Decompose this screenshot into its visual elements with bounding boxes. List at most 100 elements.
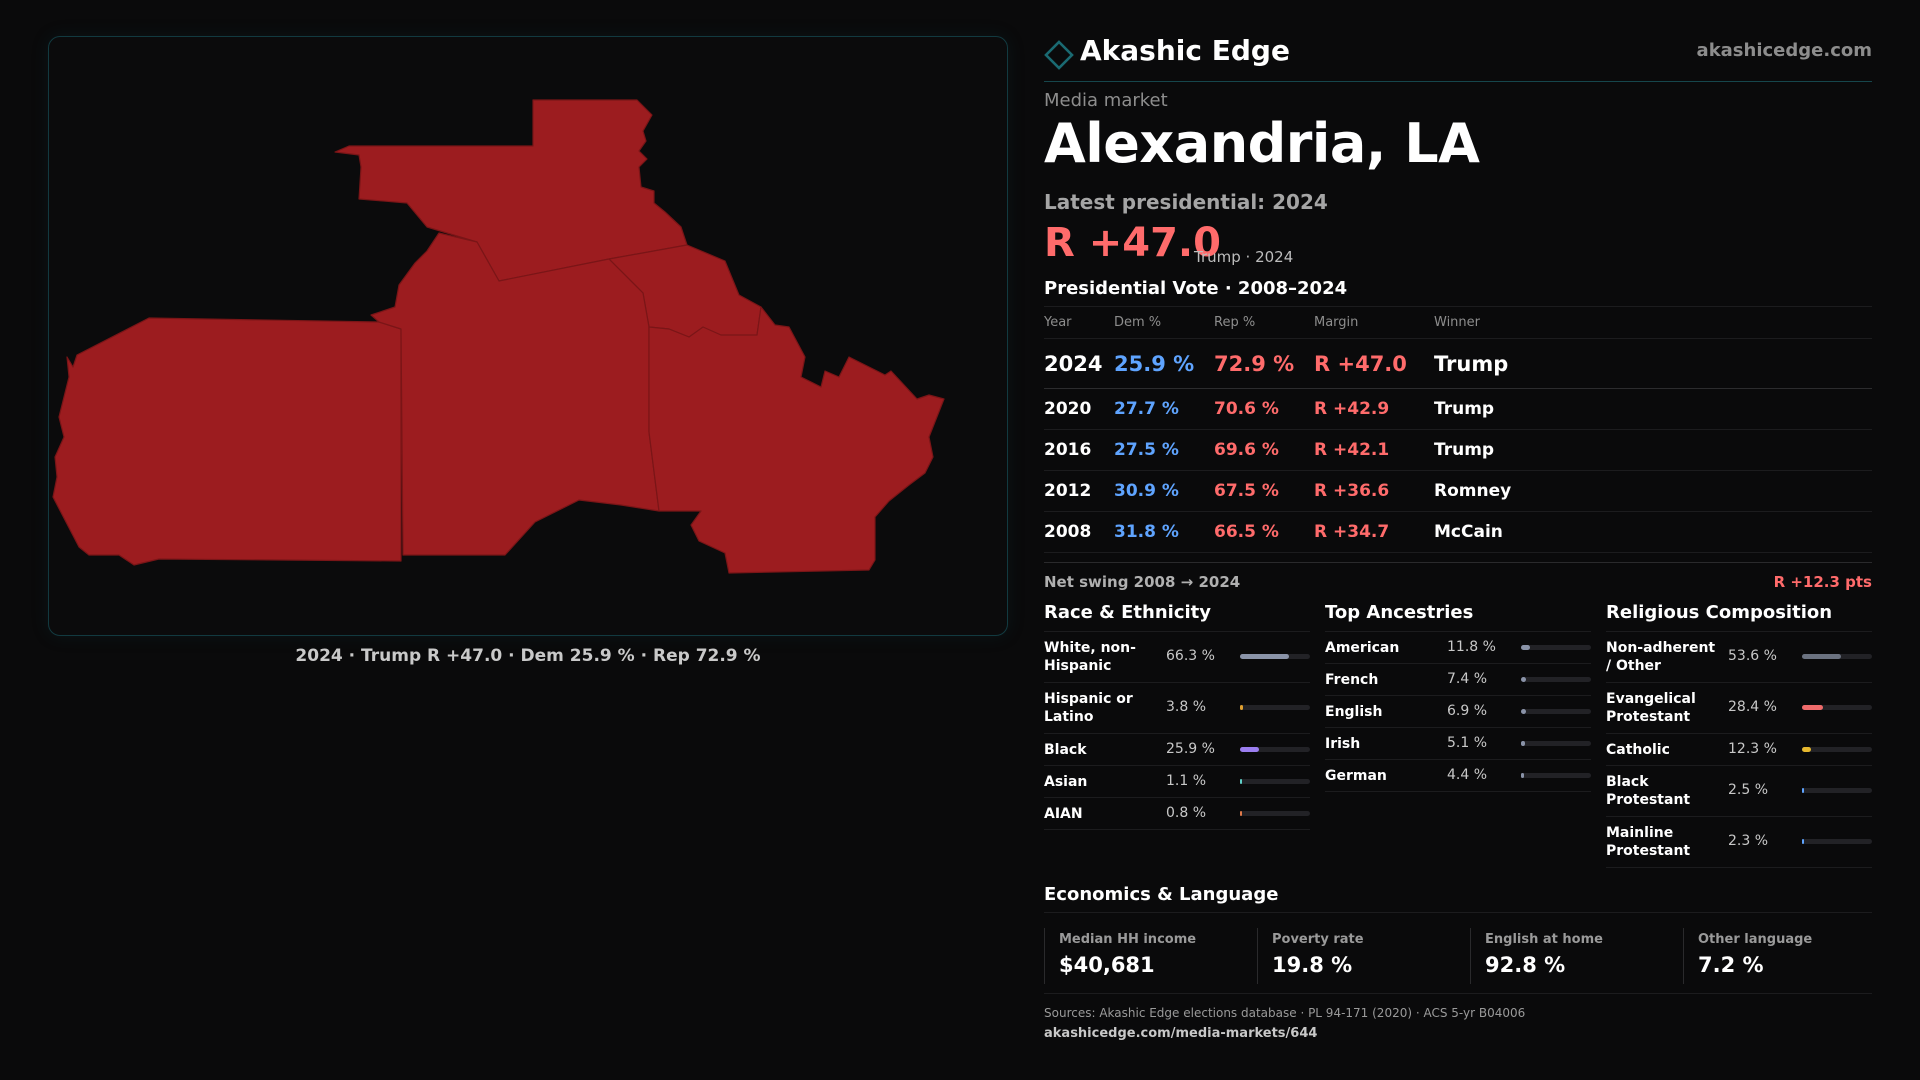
religion-bar	[1802, 747, 1872, 752]
cell-rep: 66.5 %	[1214, 511, 1314, 553]
religion-value: 2.3 %	[1728, 833, 1769, 849]
latest-presidential-label: Latest presidential: 2024	[1044, 190, 1328, 214]
page-title: Alexandria, LA	[1044, 112, 1480, 175]
cell-rep: 72.9 %	[1214, 338, 1314, 389]
presidential-vote-table: Year Dem % Rep % Margin Winner 2024 25.9…	[1044, 306, 1872, 553]
map-panel[interactable]	[48, 36, 1008, 636]
race-bar	[1240, 779, 1310, 784]
religion-value: 2.5 %	[1728, 782, 1769, 798]
list-item: Asian 1.1 %	[1044, 766, 1310, 798]
religion-bar-fill	[1802, 839, 1804, 844]
ancestry-section-title: Top Ancestries	[1325, 602, 1591, 632]
cell-winner: Trump	[1434, 338, 1872, 389]
map-parish-central[interactable]	[370, 232, 660, 556]
list-item: Hispanic or Latino 3.8 %	[1044, 683, 1310, 734]
brand-url-link[interactable]: akashicedge.com	[1696, 40, 1872, 61]
ancestry-bar-fill	[1521, 773, 1525, 778]
details-panel: Akashic Edge akashicedge.com Media marke…	[1044, 0, 1872, 1080]
stat-card-other-language: Other language 7.2 %	[1683, 928, 1889, 984]
stat-card-poverty: Poverty rate 19.8 %	[1257, 928, 1463, 984]
cell-year: 2016	[1044, 429, 1114, 471]
race-label: AIAN	[1044, 806, 1083, 822]
race-bar	[1240, 811, 1310, 816]
cell-year: 2024	[1044, 338, 1114, 389]
cell-dem: 27.5 %	[1114, 429, 1214, 471]
cell-margin: R +36.6	[1314, 470, 1434, 512]
race-value: 1.1 %	[1166, 773, 1207, 789]
cell-margin: R +47.0	[1314, 338, 1434, 389]
parish-map[interactable]	[49, 37, 1008, 636]
cell-year: 2008	[1044, 511, 1114, 553]
net-swing-value: R +12.3 pts	[1773, 573, 1872, 591]
list-item: Black 25.9 %	[1044, 734, 1310, 766]
ancestry-value: 7.4 %	[1447, 671, 1488, 687]
cell-dem: 30.9 %	[1114, 470, 1214, 512]
stat-value: $40,681	[1059, 953, 1155, 977]
stat-value: 92.8 %	[1485, 953, 1566, 977]
ancestry-label: German	[1325, 768, 1387, 784]
stat-value: 7.2 %	[1698, 953, 1764, 977]
race-label: White, non-Hispanic	[1044, 640, 1136, 674]
sources-note: Sources: Akashic Edge elections database…	[1044, 1006, 1526, 1020]
list-item: Evangelical Protestant 28.4 %	[1606, 683, 1872, 734]
cell-dem: 31.8 %	[1114, 511, 1214, 553]
market-eyebrow: Media market	[1044, 90, 1168, 111]
header-winner: Winner	[1434, 306, 1872, 339]
religion-bar	[1802, 839, 1872, 844]
headline-winner: Trump · 2024	[1194, 248, 1294, 266]
cell-rep: 67.5 %	[1214, 470, 1314, 512]
race-label: Hispanic or Latino	[1044, 691, 1133, 725]
race-section-title: Race & Ethnicity	[1044, 602, 1310, 632]
cell-year: 2020	[1044, 388, 1114, 430]
brand-header: Akashic Edge akashicedge.com	[1044, 30, 1872, 82]
race-label: Asian	[1044, 774, 1088, 790]
race-bar	[1240, 705, 1310, 710]
list-item: English 6.9 %	[1325, 696, 1591, 728]
cell-margin: R +34.7	[1314, 511, 1434, 553]
map-parish-north[interactable]	[334, 99, 688, 282]
religion-bar	[1802, 654, 1872, 659]
race-bar-fill	[1240, 654, 1289, 659]
ancestry-bar	[1521, 645, 1591, 650]
ancestries-section: Top Ancestries American 11.8 % French 7.…	[1325, 602, 1591, 792]
permalink-url[interactable]: akashicedge.com/media-markets/644	[1044, 1026, 1318, 1041]
race-value: 25.9 %	[1166, 741, 1215, 757]
race-ethnicity-section: Race & Ethnicity White, non-Hispanic 66.…	[1044, 602, 1310, 830]
stat-card-english: English at home 92.8 %	[1470, 928, 1676, 984]
religion-section: Religious Composition Non-adherent / Oth…	[1606, 602, 1872, 868]
map-parish-east[interactable]	[648, 306, 945, 574]
race-bar-fill	[1240, 811, 1242, 816]
list-item: French 7.4 %	[1325, 664, 1591, 696]
religion-section-title: Religious Composition	[1606, 602, 1872, 632]
cell-margin: R +42.9	[1314, 388, 1434, 430]
ancestry-bar	[1521, 773, 1591, 778]
map-parish-west[interactable]	[52, 317, 402, 566]
stat-label: Other language	[1698, 932, 1813, 947]
ancestry-bar-fill	[1521, 677, 1527, 682]
header-year: Year	[1044, 306, 1114, 339]
table-row: 2020 27.7 % 70.6 % R +42.9 Trump	[1044, 388, 1872, 430]
list-item: White, non-Hispanic 66.3 %	[1044, 632, 1310, 683]
race-bar	[1240, 654, 1310, 659]
ancestry-bar	[1521, 709, 1591, 714]
list-item: Irish 5.1 %	[1325, 728, 1591, 760]
header-dem: Dem %	[1114, 306, 1214, 339]
cell-winner: Romney	[1434, 470, 1872, 512]
ancestry-label: French	[1325, 672, 1379, 688]
ancestry-bar-fill	[1521, 741, 1525, 746]
ancestry-bar-fill	[1521, 645, 1530, 650]
list-item: Black Protestant 2.5 %	[1606, 766, 1872, 817]
ancestry-value: 4.4 %	[1447, 767, 1488, 783]
header-margin: Margin	[1314, 306, 1434, 339]
stat-card-income: Median HH income $40,681	[1044, 928, 1250, 984]
ancestry-bar	[1521, 677, 1591, 682]
religion-bar-fill	[1802, 747, 1812, 752]
ancestry-label: Irish	[1325, 736, 1361, 752]
net-swing-label: Net swing 2008 → 2024	[1044, 573, 1241, 591]
race-bar-fill	[1240, 705, 1243, 710]
ancestry-label: English	[1325, 704, 1383, 720]
cell-winner: Trump	[1434, 429, 1872, 471]
net-swing-row: Net swing 2008 → 2024 R +12.3 pts	[1044, 562, 1872, 600]
cell-rep: 69.6 %	[1214, 429, 1314, 471]
stat-label: English at home	[1485, 932, 1603, 947]
